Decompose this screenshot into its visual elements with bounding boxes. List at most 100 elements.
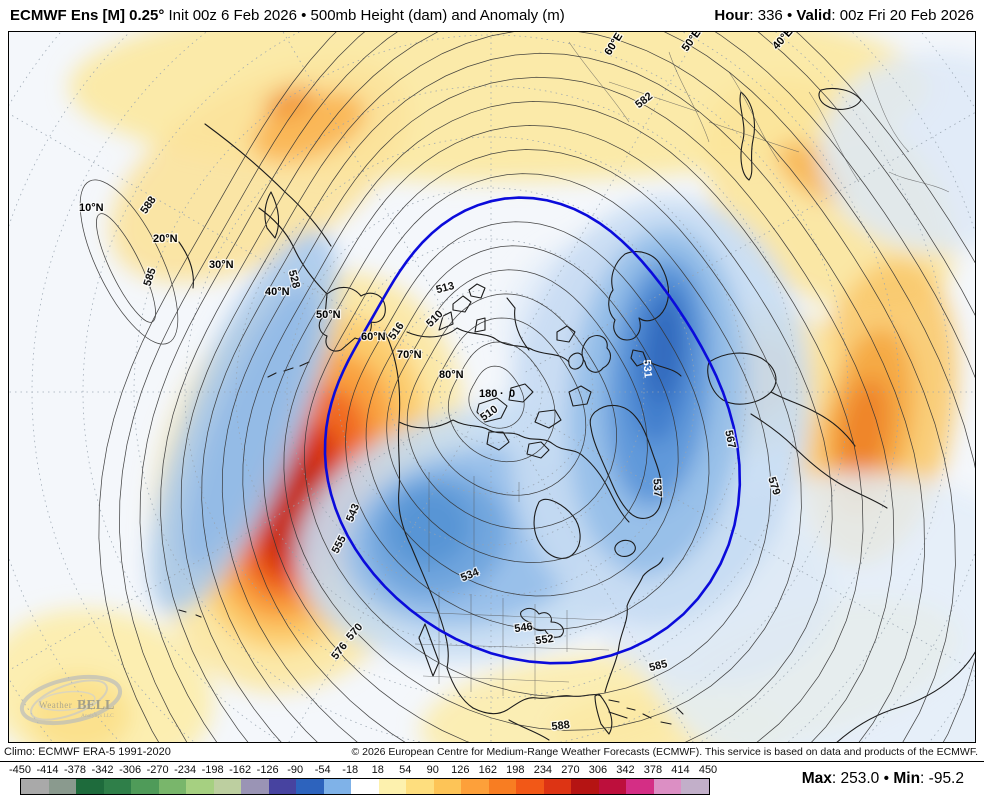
colorbar-cell — [186, 779, 214, 794]
colorbar-cell — [241, 779, 269, 794]
logo-text-weather: Weather — [39, 700, 72, 710]
coastline — [508, 719, 550, 741]
colorbar-cell — [131, 779, 159, 794]
valid-label: Valid — [796, 7, 832, 24]
contour-label: 531 — [640, 359, 654, 378]
colorbar-cell — [598, 779, 627, 794]
coastline — [739, 91, 756, 181]
anomaly-blob — [819, 52, 975, 252]
coastline — [604, 557, 664, 693]
colorbar-cell — [488, 779, 517, 794]
colorbar-tick: 18 — [371, 764, 384, 776]
colorbar-cell — [626, 779, 654, 794]
colorbar-tick: 342 — [616, 764, 635, 776]
coastline — [534, 409, 562, 429]
coastline — [594, 693, 613, 735]
contour-line — [180, 32, 956, 742]
logo-text-analytics: Analytics LLC — [81, 713, 114, 719]
coastline — [476, 397, 508, 423]
colorbar-tick: -54 — [314, 764, 331, 776]
coastline — [384, 331, 474, 709]
contour-line — [386, 269, 648, 563]
coastline — [468, 283, 486, 299]
colorbar-tick: -90 — [287, 764, 304, 776]
max-min-readout: Max: 253.0 • Min: -95.2 — [802, 770, 964, 788]
colorbar-cell — [461, 779, 489, 794]
coastline — [452, 295, 472, 313]
title-detail: Init 00z 6 Feb 2026 • 500mb Height (dam)… — [164, 7, 565, 24]
colorbar-tick: 54 — [399, 764, 412, 776]
contour-line — [304, 173, 771, 698]
coastline — [582, 455, 630, 523]
colorbar-cell — [268, 779, 297, 794]
colorbar-tick: 234 — [533, 764, 553, 776]
anomaly-blob — [838, 377, 890, 487]
copyright-text: © 2026 European Centre for Medium-Range … — [351, 746, 978, 758]
colorbar-cell — [21, 779, 49, 794]
height-contours — [79, 32, 975, 742]
contour-label: 567 — [722, 429, 738, 449]
attribution-bar: Climo: ECMWF ERA-5 1991-2020 © 2026 Euro… — [0, 743, 984, 762]
latitude-label: 20°N — [153, 233, 178, 245]
contour-line — [447, 341, 556, 463]
colorbar-cell — [103, 779, 132, 794]
contour-line — [283, 149, 802, 731]
contour-label: 546 — [514, 621, 534, 635]
colorbar-tick: 90 — [426, 764, 439, 776]
coastline — [264, 191, 280, 239]
coastline — [568, 352, 584, 370]
colorbar-tick-labels: -450 -414 -378 -342 -306 -270 -234 -198 -162 -126… — [0, 764, 740, 777]
coastline — [568, 385, 592, 407]
colorbar-tick: -18 — [342, 764, 359, 776]
colorbar-tick: 162 — [478, 764, 498, 776]
color-scale-legend: -450 -414 -378 -342 -306 -270 -234 -198 -162 -126… — [0, 762, 984, 808]
contour-line — [221, 76, 895, 742]
colorbar-cell — [571, 779, 599, 794]
pole-label: · — [500, 388, 504, 400]
min-value: : -95.2 — [920, 770, 964, 787]
coastline — [533, 498, 581, 559]
pole-label: 0 — [509, 388, 515, 400]
contour-line — [139, 32, 975, 742]
separator-dot: • — [782, 7, 797, 24]
colorbar-tick: 414 — [671, 764, 690, 776]
pole-label: 180 — [479, 388, 497, 400]
hour-label: Hour — [714, 7, 750, 24]
highlight-contour-540 — [323, 196, 742, 665]
contour-line — [263, 125, 833, 742]
contour-line — [345, 221, 710, 630]
colorbar — [20, 778, 710, 795]
colorbar-tick: 378 — [643, 764, 663, 776]
colorbar-tick: 306 — [588, 764, 608, 776]
model-name: ECMWF Ens [M] 0.25° — [10, 7, 165, 24]
latitude-label: 50°N — [316, 309, 341, 321]
colorbar-tick: -198 — [201, 764, 224, 776]
contour-line — [201, 52, 925, 742]
min-label: Min — [893, 770, 921, 787]
coastline — [614, 539, 636, 557]
page-title: ECMWF Ens [M] 0.25° Init 00z 6 Feb 2026 … — [10, 7, 565, 24]
latitude-label: 60°N — [361, 331, 386, 343]
latitude-label: 10°N — [79, 202, 104, 214]
contour-line — [96, 213, 156, 323]
colorbar-cell — [516, 779, 544, 794]
contour-line — [365, 245, 679, 597]
political-borders — [410, 41, 950, 700]
colorbar-tick: 450 — [698, 764, 718, 776]
header-bar: ECMWF Ens [M] 0.25° Init 00z 6 Feb 2026 … — [0, 0, 984, 31]
latitude-label: 30°N — [209, 259, 234, 271]
coastline — [506, 297, 530, 351]
colorbar-tick: 198 — [506, 764, 525, 776]
anomaly-blob — [264, 86, 314, 118]
coastline — [770, 391, 856, 447]
latitude-label: 40°N — [265, 286, 290, 298]
contour-label: 537 — [651, 478, 664, 497]
climo-text: Climo: ECMWF ERA-5 1991-2020 — [4, 746, 171, 758]
hour-value: : 336 — [749, 7, 783, 24]
colorbar-tick: -162 — [229, 764, 252, 776]
colorbar-cell — [406, 779, 434, 794]
anomaly-shading — [9, 32, 975, 742]
